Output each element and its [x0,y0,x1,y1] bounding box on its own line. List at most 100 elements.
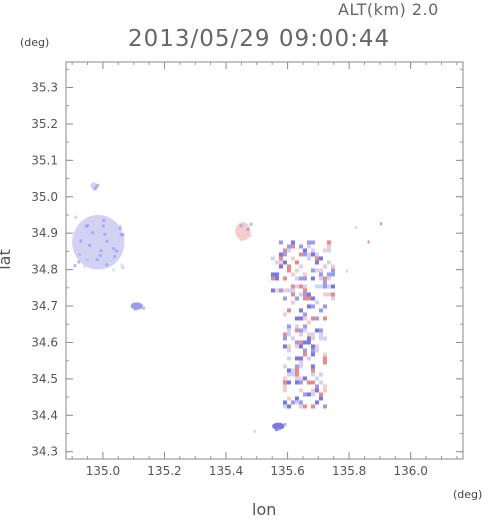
echo-pixel [302,352,307,357]
echo-pixel [119,233,123,237]
echo-speck [346,269,349,273]
echo-region [90,182,100,191]
echo-pixel [322,284,327,289]
echo-pixel [270,276,275,281]
echo-pixel [310,328,315,333]
echo-pixel [294,296,299,301]
echo-pixel [322,340,327,345]
echo-pixel [102,236,106,240]
echo-pixel [302,348,307,353]
echo-pixel [88,243,92,247]
echo-pixel [282,384,287,389]
echo-pixel [132,303,136,307]
echo-pixel [298,332,303,337]
echo-pixel [306,380,311,385]
y-tick-label: 34.5 [31,372,58,386]
echo-pixel [282,380,287,385]
y-tick-label: 35.0 [31,190,58,204]
echo-pixel [282,296,287,301]
echo-pixel [278,288,283,293]
echo-pixel [318,284,323,289]
x-tick-label: 135.2 [147,464,181,478]
echo-pixel [318,364,323,369]
y-tick-label: 35.2 [31,117,58,131]
echo-pixel [290,244,295,249]
x-axis-unit: (deg) [453,488,483,501]
echo-pixel [282,288,287,293]
echo-pixel [274,260,279,265]
echo-pixel [282,400,287,405]
echo-pixel [314,268,319,273]
echo-pixel [105,263,109,267]
echo-pixel [306,292,311,297]
echo-pixel [310,352,315,357]
echo-pixel [302,376,307,381]
echo-pixel [294,304,299,309]
echo-pixel [86,258,90,262]
y-tick-label: 35.3 [31,80,58,94]
echo-pixel [270,256,275,261]
echo-pixel [282,344,287,349]
echo-pixel [270,252,275,257]
echo-pixel [322,292,327,297]
y-tick-label: 35.1 [31,153,58,167]
echo-pixel [96,220,100,224]
echo-pixel [314,328,319,333]
echo-pixel [298,400,303,405]
echo-pixel [290,284,295,289]
echo-pixel [330,296,335,301]
echo-pixel [83,231,87,235]
echo-pixel [326,292,331,297]
echo-pixel [274,428,278,432]
echo-blob [72,214,125,270]
echo-pixel [298,308,303,313]
echo-pixel [249,222,253,226]
echo-pixel [298,292,303,297]
echo-pixel [310,316,315,321]
echo-pixel [286,348,291,353]
echo-pixel [322,404,327,409]
echo-pixel [302,316,307,321]
echo-pixel [274,264,279,269]
plot-frame [65,61,464,460]
echo-pixel [298,316,303,321]
echo-pixel [314,400,319,405]
echo-pixel [330,276,335,281]
echo-pixel [310,268,315,273]
echo-pixel [302,272,307,277]
echo-pixel [294,376,299,381]
echo-pixel [330,284,335,289]
echo-pixel [290,292,295,297]
echo-pixel [318,272,323,277]
echo-pixel [278,256,283,261]
echo-pixel [302,324,307,329]
echo-pixel [286,248,291,253]
echo-pixel [286,268,291,273]
y-tick-label: 34.7 [31,299,58,313]
echo-pixel [322,260,327,265]
echo-pixel [314,260,319,265]
echo-pixel [306,320,311,325]
echo-pixel [286,380,291,385]
echo-pixel [318,308,323,313]
echo-pixel [282,252,287,257]
echo-pixel [83,265,87,269]
echo-pixel [290,368,295,373]
echo-pixel [282,336,287,341]
y-tick-label: 34.6 [31,335,58,349]
echo-pixel [294,288,299,293]
echo-pixel [302,328,307,333]
echo-pixel [90,253,94,257]
echo-pixel [322,336,327,341]
echo-pixel [314,388,319,393]
echo-pixel [240,238,244,242]
echo-pixel [302,252,307,257]
echo-pixel [96,183,100,187]
echo-pixel [294,284,299,289]
echo-pixel [294,396,299,401]
echo-pixel [286,264,291,269]
echo-pixel [322,316,327,321]
echo-pixel [286,328,291,333]
echo-pixel [290,288,295,293]
